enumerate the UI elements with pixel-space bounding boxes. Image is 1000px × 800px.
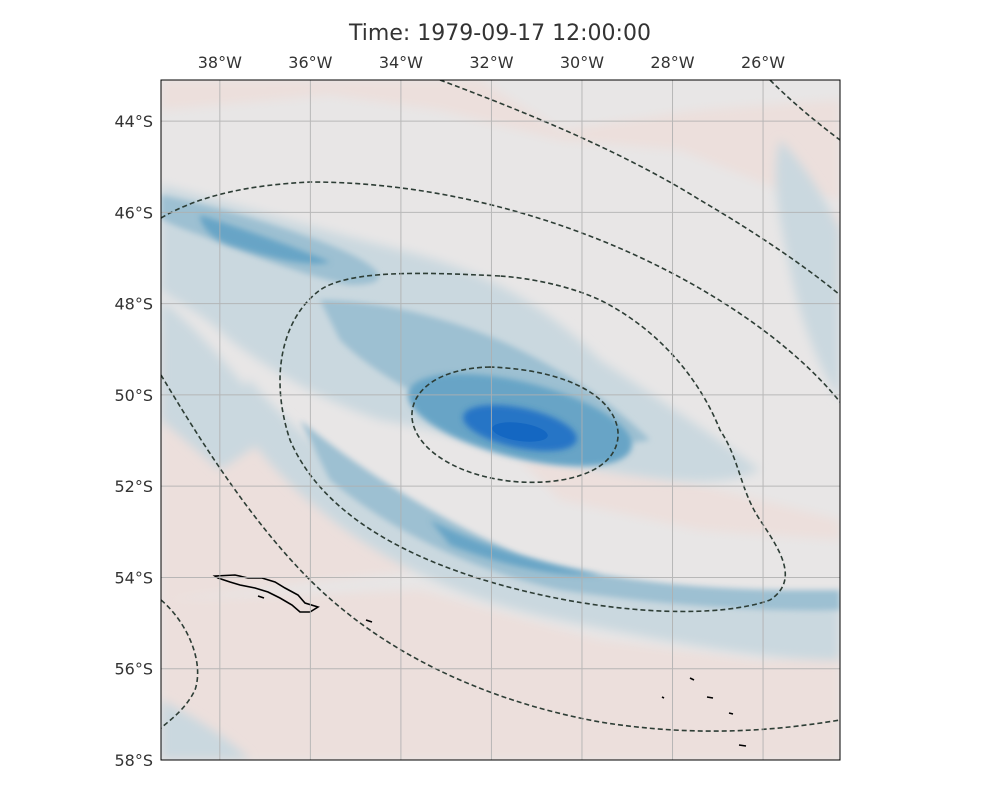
island-coastline: [706, 696, 714, 699]
island-coastline: [728, 712, 734, 715]
map-frame: [160, 79, 841, 761]
gridlines: [161, 80, 840, 760]
longitude-tick-label: 30°W: [560, 53, 604, 72]
longitude-tick-label: 36°W: [288, 53, 332, 72]
island-coastline: [257, 595, 265, 599]
longitude-tick-label: 38°W: [198, 53, 242, 72]
map-panel: [161, 80, 840, 760]
pressure-contour: [279, 272, 787, 613]
longitude-tick-labels: 38°W 36°W 34°W 32°W 30°W 28°W 26°W: [198, 53, 786, 72]
latitude-tick-label: 44°S: [114, 112, 153, 131]
longitude-tick-label: 28°W: [650, 53, 694, 72]
latitude-tick-label: 54°S: [114, 568, 153, 587]
latitude-tick-label: 52°S: [114, 477, 153, 496]
map-title: Time: 1979-09-17 12:00:00: [348, 21, 651, 46]
longitude-tick-label: 26°W: [741, 53, 785, 72]
island-coastline: [661, 696, 665, 699]
island-coastline: [738, 744, 747, 747]
longitude-tick-label: 34°W: [379, 53, 423, 72]
pressure-contour: [439, 80, 840, 296]
pressure-contour: [161, 599, 199, 729]
cyclone-center: [492, 422, 548, 442]
latitude-tick-label: 48°S: [114, 295, 153, 314]
pressure-contour: [769, 80, 840, 141]
latitude-tick-label: 46°S: [114, 203, 153, 222]
island-coastline: [365, 619, 373, 623]
latitude-tick-labels: 44°S 46°S 48°S 50°S 52°S 54°S 56°S 58°S: [114, 112, 153, 770]
latitude-tick-label: 50°S: [114, 386, 153, 405]
island-coastline: [689, 677, 695, 681]
latitude-tick-label: 56°S: [114, 660, 153, 679]
pressure-contour: [161, 181, 840, 403]
latitude-tick-label: 58°S: [114, 751, 153, 770]
longitude-tick-label: 32°W: [469, 53, 513, 72]
